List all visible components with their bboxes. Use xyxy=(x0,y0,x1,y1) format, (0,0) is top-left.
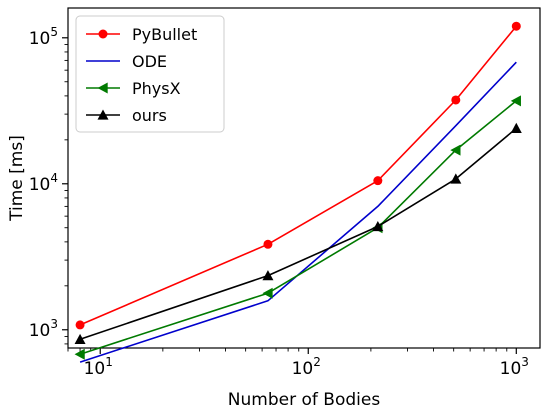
point-ours xyxy=(262,270,274,281)
point-ours xyxy=(74,333,86,344)
legend-item-ours: ours xyxy=(86,106,167,125)
y-tick-label: 103 xyxy=(29,317,58,341)
series-line-ode xyxy=(79,61,517,363)
legend-marker-pybullet xyxy=(98,29,108,39)
series-pybullet xyxy=(75,21,521,330)
legend-label-pybullet: PyBullet xyxy=(132,25,197,44)
legend: PyBullet ODE PhysX ours xyxy=(75,15,225,133)
point-physx xyxy=(450,144,461,156)
x-tick-label: 103 xyxy=(500,355,529,379)
point-physx xyxy=(510,95,521,107)
series-layer xyxy=(74,21,522,363)
point-ours xyxy=(450,173,462,184)
legend-marker-physx xyxy=(97,82,108,94)
point-pybullet xyxy=(451,95,461,105)
x-axis-label: Number of Bodies xyxy=(228,390,381,410)
y-tick-label: 105 xyxy=(29,25,58,49)
x-tick-label: 101 xyxy=(84,355,113,379)
legend-item-physx: PhysX xyxy=(86,79,181,98)
series-line-ours xyxy=(79,127,517,341)
y-axis-label: Time [ms] xyxy=(7,135,27,222)
y-tick-label: 104 xyxy=(29,171,58,195)
legend-item-ode: ODE xyxy=(86,52,167,71)
point-physx xyxy=(262,287,273,299)
legend-label-ours: ours xyxy=(132,106,167,125)
legend-label-ode: ODE xyxy=(132,52,167,71)
legend-box xyxy=(75,15,225,133)
y-axis-ticks: 103 104 105 xyxy=(29,25,68,345)
point-pybullet xyxy=(511,21,521,31)
series-ours xyxy=(74,122,522,344)
x-tick-label: 102 xyxy=(292,355,321,379)
point-ours xyxy=(372,220,384,232)
point-pybullet xyxy=(373,176,383,186)
point-physx xyxy=(74,348,85,360)
series-ode xyxy=(79,61,517,363)
point-pybullet xyxy=(263,239,273,249)
legend-marker-ours xyxy=(97,109,109,120)
x-axis-ticks: 101 102 103 xyxy=(67,348,529,379)
point-ours xyxy=(510,122,522,133)
plot-frame xyxy=(67,7,541,349)
legend-item-pybullet: PyBullet xyxy=(86,25,197,44)
legend-label-physx: PhysX xyxy=(132,79,181,98)
point-pybullet xyxy=(75,320,85,330)
